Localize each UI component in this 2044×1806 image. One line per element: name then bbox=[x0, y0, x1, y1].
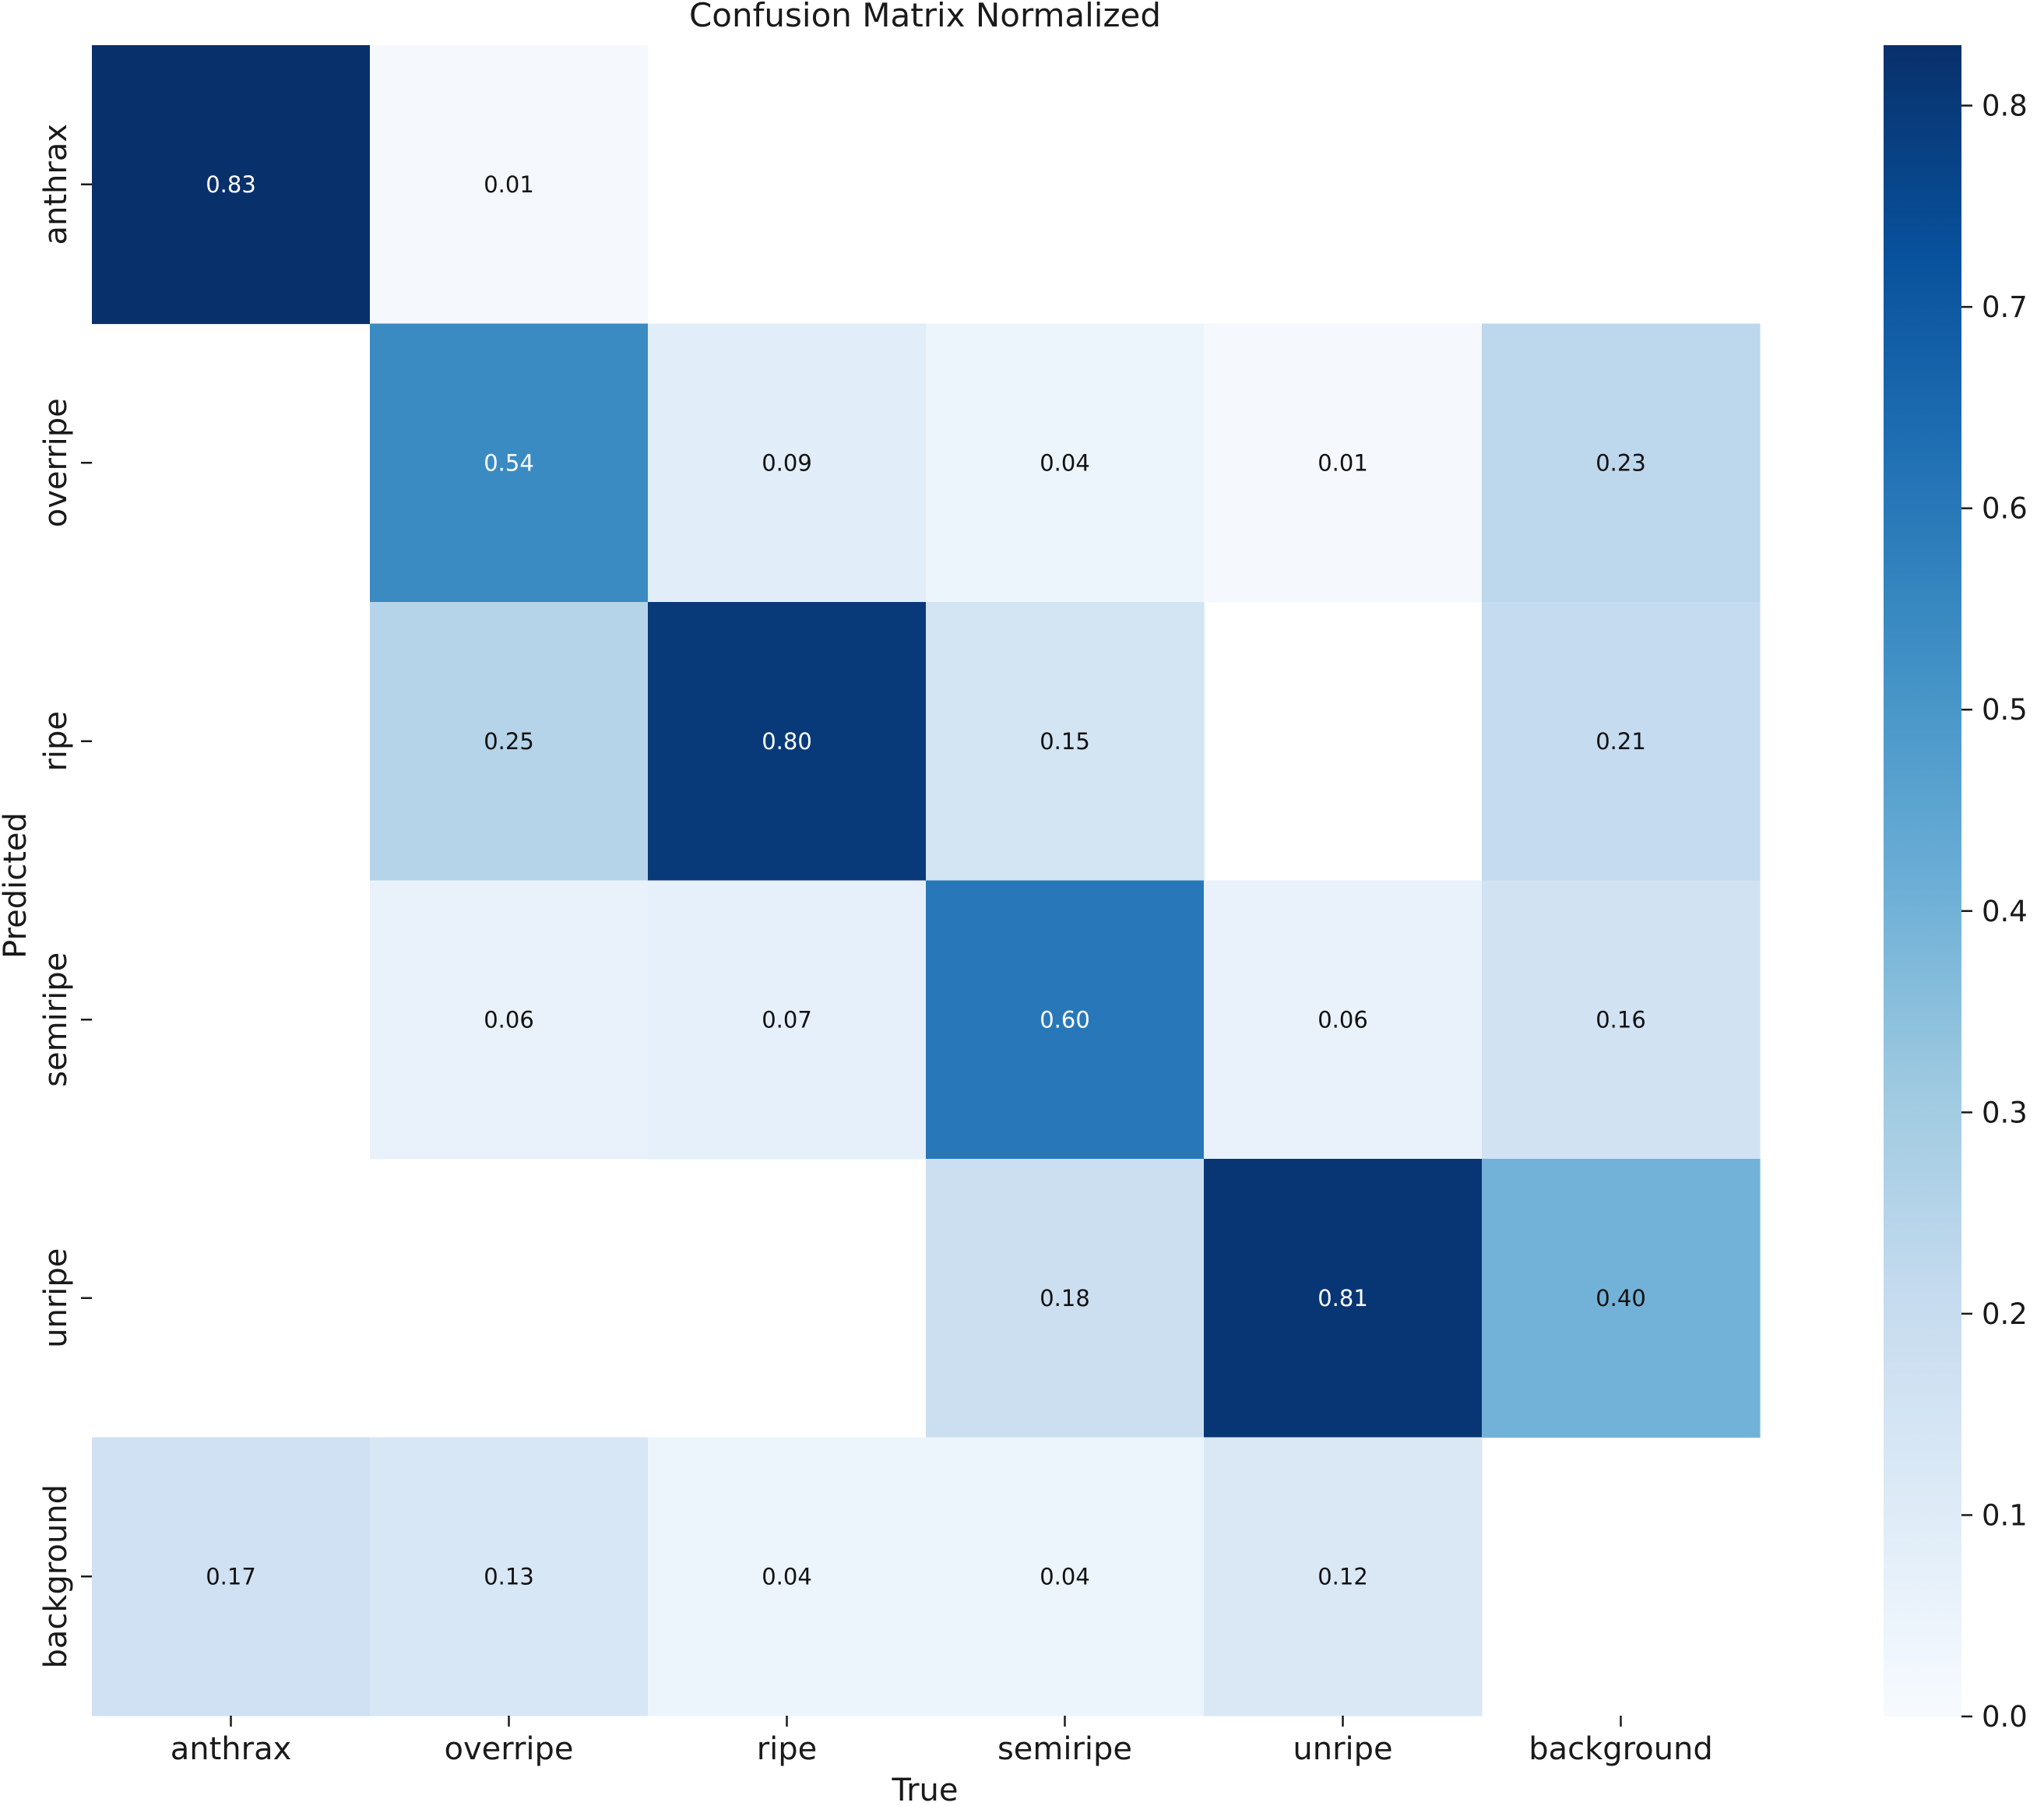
heatmap-cell-overripe-ripe bbox=[648, 323, 927, 603]
heatmap-cell-semiripe-overripe bbox=[370, 880, 649, 1160]
cell-value-label: 0.01 bbox=[1318, 449, 1368, 476]
x-tick-label: background bbox=[1529, 1731, 1713, 1767]
heatmap-cell-unripe-background bbox=[1482, 1159, 1761, 1438]
cell-value-label: 0.01 bbox=[484, 171, 534, 198]
heatmap-cells bbox=[92, 45, 1761, 1716]
x-tick-label: semiripe bbox=[997, 1731, 1132, 1767]
colorbar-tick-label: 0.6 bbox=[1982, 492, 2028, 526]
heatmap-cell-background-anthrax bbox=[92, 1437, 371, 1716]
heatmap-cell-unripe-unripe bbox=[1204, 1159, 1483, 1438]
cell-value-label: 0.04 bbox=[1040, 449, 1090, 476]
cell-value-label: 0.06 bbox=[484, 1006, 534, 1033]
cell-value-label: 0.25 bbox=[484, 728, 534, 755]
heatmap-cell-background-unripe bbox=[1204, 1437, 1483, 1716]
cell-value-label: 0.12 bbox=[1318, 1563, 1368, 1589]
heatmap-cell-background-ripe bbox=[648, 1437, 927, 1716]
heatmap-cell-semiripe-ripe bbox=[648, 880, 927, 1160]
heatmap-cell-anthrax-overripe bbox=[370, 45, 649, 325]
cell-value-label: 0.54 bbox=[484, 449, 534, 476]
colorbar-tick-label: 0.8 bbox=[1982, 90, 2028, 123]
heatmap-cell-ripe-ripe bbox=[648, 602, 927, 882]
x-tick-label: anthrax bbox=[171, 1731, 292, 1767]
y-tick-label: unripe bbox=[38, 1248, 74, 1348]
colorbar-tick-label: 0.5 bbox=[1982, 693, 2028, 727]
colorbar-tick-label: 0.7 bbox=[1982, 290, 2028, 324]
colorbar-tick-label: 0.3 bbox=[1982, 1096, 2028, 1129]
cell-value-label: 0.83 bbox=[206, 171, 256, 198]
heatmap-cell-semiripe-semiripe bbox=[926, 880, 1205, 1160]
cell-value-label: 0.04 bbox=[762, 1563, 812, 1589]
cell-value-label: 0.21 bbox=[1595, 728, 1646, 755]
x-axis-label: True bbox=[892, 1773, 959, 1806]
cell-value-label: 0.15 bbox=[1040, 728, 1090, 755]
y-tick-label: ripe bbox=[38, 711, 74, 772]
heatmap-cell-labels: 0.83 0.01 0.54 0.09 0.04 0.01 0.23 0.25 0.80 0.15… bbox=[206, 171, 1646, 1590]
cell-value-label: 0.18 bbox=[1040, 1285, 1090, 1311]
heatmap-cell-ripe-background bbox=[1482, 602, 1761, 882]
cell-value-label: 0.07 bbox=[762, 1006, 812, 1033]
cell-value-label: 0.13 bbox=[484, 1563, 534, 1589]
colorbar-gradient bbox=[1884, 45, 1961, 1716]
cell-value-label: 0.23 bbox=[1595, 449, 1646, 476]
heatmap-cell-overripe-background bbox=[1482, 323, 1761, 603]
heatmap-cell-ripe-overripe bbox=[370, 602, 649, 882]
y-tick-label: anthrax bbox=[38, 124, 74, 245]
colorbar: 0.0 0.1 0.2 0.3 0.4 0.5 0.6 0.7 0.8 bbox=[1884, 45, 2028, 1734]
y-tick-label: background bbox=[38, 1484, 74, 1669]
heatmap-cell-background-semiripe bbox=[926, 1437, 1205, 1716]
y-axis-label: Predicted bbox=[0, 812, 33, 959]
cell-value-label: 0.06 bbox=[1318, 1006, 1368, 1033]
colorbar-ticks: 0.0 0.1 0.2 0.3 0.4 0.5 0.6 0.7 0.8 bbox=[1961, 90, 2028, 1734]
x-tick-label: unripe bbox=[1293, 1731, 1392, 1767]
heatmap-cell-background-overripe bbox=[370, 1437, 649, 1716]
x-tick-label: ripe bbox=[757, 1731, 818, 1767]
cell-value-label: 0.40 bbox=[1595, 1285, 1646, 1311]
cell-value-label: 0.80 bbox=[762, 728, 812, 755]
heatmap-cell-overripe-unripe bbox=[1204, 323, 1483, 603]
colorbar-tick-label: 0.4 bbox=[1982, 895, 2028, 928]
cell-value-label: 0.81 bbox=[1318, 1285, 1368, 1311]
colorbar-tick-label: 0.0 bbox=[1982, 1700, 2028, 1734]
cell-value-label: 0.60 bbox=[1040, 1006, 1090, 1033]
y-tick-label: overripe bbox=[38, 398, 74, 527]
heatmap-cell-overripe-semiripe bbox=[926, 323, 1205, 603]
x-tick-label: overripe bbox=[444, 1731, 573, 1767]
x-axis-ticks: anthrax overripe ripe semiripe unripe backgro… bbox=[171, 1716, 1713, 1767]
y-axis-ticks: anthrax overripe ripe semiripe unripe backgro… bbox=[38, 124, 92, 1669]
colorbar-tick-label: 0.2 bbox=[1982, 1297, 2028, 1331]
y-tick-label: semiripe bbox=[38, 952, 74, 1087]
heatmap-cell-ripe-semiripe bbox=[926, 602, 1205, 882]
heatmap-cell-semiripe-unripe bbox=[1204, 880, 1483, 1160]
heatmap-cell-unripe-semiripe bbox=[926, 1159, 1205, 1438]
heatmap-cell-semiripe-background bbox=[1482, 880, 1761, 1160]
cell-value-label: 0.17 bbox=[206, 1563, 256, 1589]
cell-value-label: 0.16 bbox=[1595, 1006, 1646, 1033]
heatmap-cell-anthrax-anthrax bbox=[92, 45, 371, 325]
chart-title: Confusion Matrix Normalized bbox=[689, 0, 1161, 34]
colorbar-tick-label: 0.1 bbox=[1982, 1498, 2028, 1532]
heatmap-cell-overripe-overripe bbox=[370, 323, 649, 603]
cell-value-label: 0.09 bbox=[762, 449, 812, 476]
cell-value-label: 0.04 bbox=[1040, 1563, 1090, 1589]
